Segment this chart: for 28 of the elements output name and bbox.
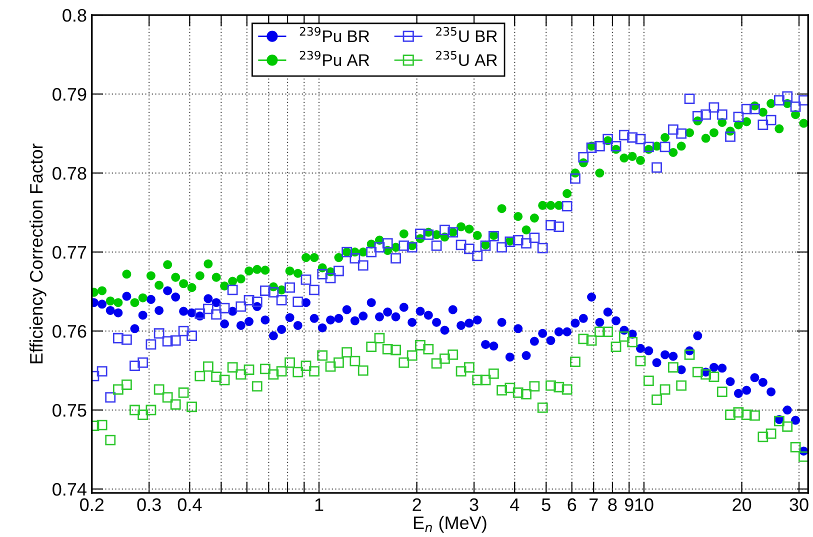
x-tick-label: 0.3 [137, 498, 161, 512]
x-tick-label: 20 [732, 498, 752, 512]
x-tick-label: 0.4 [178, 498, 202, 512]
y-axis-title: Efficiency Correction Factor [29, 144, 46, 364]
y-tick-label: 0.76 [52, 324, 86, 338]
legend-label: $^{239}$Pu BR [300, 26, 370, 42]
x-tick-label: 6 [568, 498, 576, 512]
legend-label: $^{235}$U AR [436, 50, 497, 66]
x-tick-label: 3 [470, 498, 478, 512]
x-tick-label: 9 [624, 498, 634, 512]
legend-label: $^{235}$U BR [436, 26, 497, 42]
x-axis-title: E$_{n}$ (MeV) [414, 516, 486, 533]
x-tick-label: 10 [635, 498, 654, 512]
y-tick-label: 0.77 [52, 246, 86, 259]
x-tick-label: 2 [412, 498, 421, 511]
x-tick-label: 1 [315, 498, 324, 511]
y-tick-label: 0.74 [52, 482, 86, 496]
x-tick-label: 8 [608, 498, 617, 512]
x-tick-label: 7 [590, 498, 598, 511]
y-tick-label: 0.78 [52, 166, 86, 180]
x-tick-label: 30 [790, 498, 808, 512]
x-tick-label: 5 [542, 498, 550, 512]
x-tick-label: 0.2 [80, 498, 104, 512]
y-tick-label: 0.79 [52, 88, 86, 101]
x-tick-label: 4 [510, 498, 520, 511]
y-tick-label: 0.75 [52, 404, 86, 417]
legend-label: $^{239}$Pu AR [300, 50, 370, 66]
y-tick-label: 0.8 [62, 8, 86, 22]
